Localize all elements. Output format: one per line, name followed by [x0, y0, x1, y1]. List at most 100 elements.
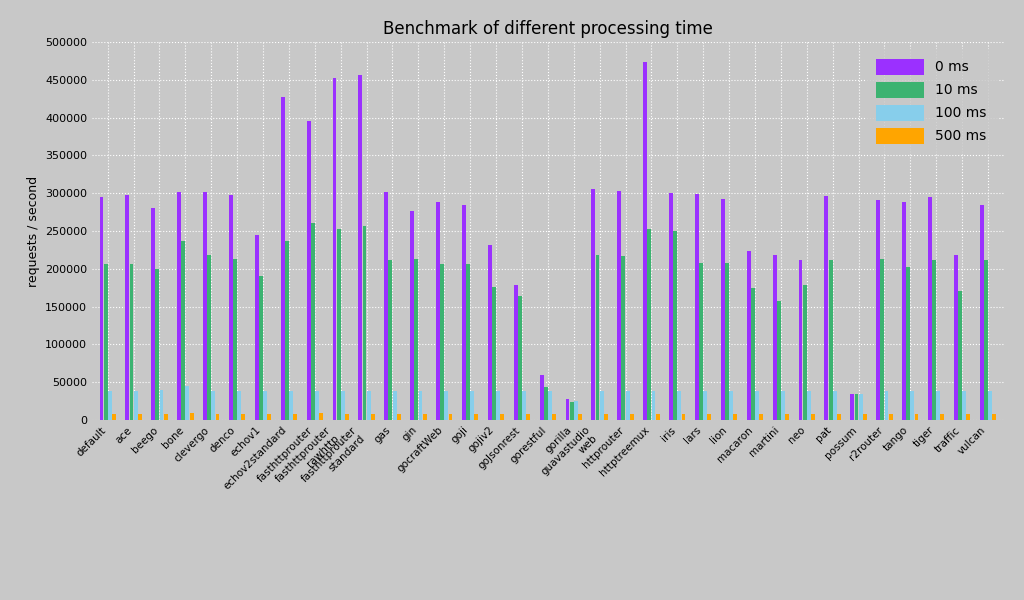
- Bar: [984, 260, 988, 420]
- Bar: [755, 391, 759, 420]
- Bar: [392, 391, 396, 420]
- Bar: [833, 391, 837, 420]
- Bar: [466, 263, 470, 420]
- Bar: [617, 191, 622, 420]
- Bar: [544, 387, 548, 420]
- Bar: [643, 62, 647, 420]
- Bar: [674, 231, 677, 420]
- Bar: [678, 391, 681, 420]
- Bar: [733, 414, 737, 420]
- Bar: [396, 414, 400, 420]
- Bar: [695, 194, 699, 420]
- Bar: [859, 394, 862, 420]
- Bar: [906, 267, 910, 420]
- Bar: [703, 391, 708, 420]
- Bar: [729, 391, 733, 420]
- Bar: [285, 241, 289, 420]
- Bar: [600, 391, 603, 420]
- Bar: [548, 391, 552, 420]
- Bar: [293, 414, 297, 420]
- Bar: [936, 391, 940, 420]
- Bar: [152, 208, 156, 420]
- Bar: [233, 259, 237, 420]
- Bar: [470, 391, 474, 420]
- Bar: [156, 269, 160, 420]
- Bar: [181, 241, 185, 420]
- Bar: [669, 193, 673, 420]
- Bar: [211, 391, 215, 420]
- Bar: [177, 191, 181, 420]
- Bar: [185, 386, 189, 420]
- Bar: [238, 391, 242, 420]
- Bar: [651, 391, 655, 420]
- Bar: [462, 205, 466, 420]
- Bar: [699, 263, 703, 420]
- Bar: [540, 374, 544, 420]
- Bar: [255, 235, 259, 420]
- Bar: [440, 263, 444, 420]
- Bar: [371, 414, 375, 420]
- Bar: [189, 413, 194, 420]
- Bar: [160, 390, 164, 420]
- Bar: [910, 391, 914, 420]
- Bar: [958, 291, 962, 420]
- Bar: [655, 414, 659, 420]
- Bar: [134, 391, 137, 420]
- Bar: [622, 256, 626, 420]
- Bar: [337, 229, 341, 420]
- Bar: [501, 414, 504, 420]
- Bar: [411, 211, 414, 420]
- Bar: [940, 414, 944, 420]
- Bar: [497, 391, 500, 420]
- Bar: [902, 202, 906, 420]
- Bar: [889, 414, 893, 420]
- Bar: [267, 414, 271, 420]
- Bar: [799, 260, 803, 420]
- Bar: [493, 287, 496, 420]
- Bar: [518, 296, 522, 420]
- Bar: [954, 255, 957, 420]
- Bar: [526, 414, 530, 420]
- Bar: [108, 391, 112, 420]
- Bar: [573, 401, 578, 420]
- Bar: [138, 414, 141, 420]
- Bar: [854, 394, 858, 420]
- Bar: [850, 394, 854, 420]
- Bar: [773, 255, 776, 420]
- Bar: [725, 263, 729, 420]
- Bar: [578, 414, 582, 420]
- Bar: [877, 200, 881, 420]
- Bar: [682, 414, 685, 420]
- Bar: [751, 288, 755, 420]
- Bar: [487, 245, 492, 420]
- Bar: [992, 414, 996, 420]
- Bar: [333, 78, 337, 420]
- Bar: [881, 259, 885, 420]
- Bar: [569, 402, 573, 420]
- Bar: [99, 197, 103, 420]
- Title: Benchmark of different processing time: Benchmark of different processing time: [383, 20, 713, 38]
- Bar: [592, 190, 595, 420]
- Bar: [967, 414, 971, 420]
- Bar: [781, 391, 784, 420]
- Bar: [928, 197, 932, 420]
- Bar: [112, 414, 116, 420]
- Bar: [914, 414, 919, 420]
- Bar: [388, 260, 392, 420]
- Bar: [803, 286, 807, 420]
- Bar: [863, 414, 866, 420]
- Bar: [203, 193, 207, 420]
- Bar: [828, 260, 833, 420]
- Bar: [358, 74, 362, 420]
- Bar: [785, 414, 790, 420]
- Bar: [259, 275, 263, 420]
- Bar: [746, 251, 751, 420]
- Bar: [626, 391, 630, 420]
- Bar: [229, 195, 232, 420]
- Bar: [837, 414, 841, 420]
- Bar: [565, 399, 569, 420]
- Bar: [384, 191, 388, 420]
- Bar: [319, 413, 323, 420]
- Bar: [811, 414, 815, 420]
- Bar: [514, 286, 518, 420]
